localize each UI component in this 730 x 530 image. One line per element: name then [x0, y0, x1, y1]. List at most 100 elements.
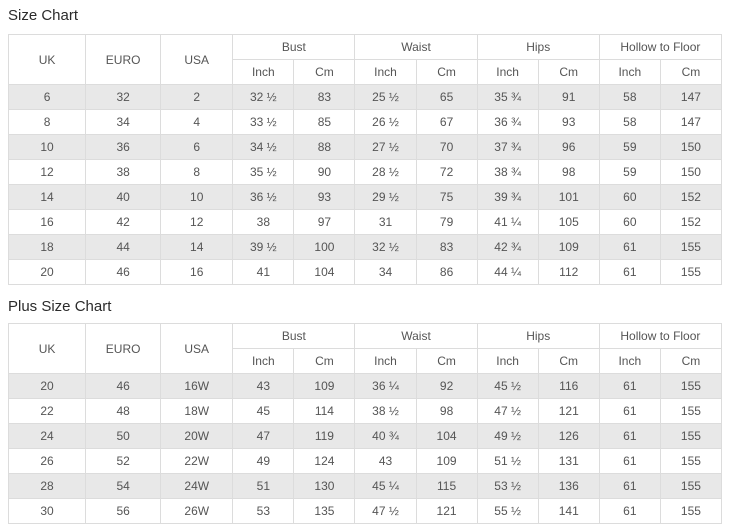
table-cell: 93	[537, 109, 600, 135]
table-cell: 10	[160, 184, 234, 210]
table-cell: 104	[415, 423, 478, 449]
table-cell: 34	[354, 259, 417, 285]
size-chart-table: UK EURO USA Bust Waist Hips Hollow to Fl…	[7, 34, 723, 285]
table-cell: 36 ½	[232, 184, 295, 210]
table-cell: 109	[415, 448, 478, 474]
subheader-hips-cm: Cm	[537, 348, 600, 374]
table-cell: 83	[293, 84, 356, 110]
table-cell: 42 ¾	[476, 234, 539, 260]
table-cell: 116	[537, 373, 600, 399]
table-cell: 6	[7, 84, 87, 110]
table-cell: 22W	[160, 448, 234, 474]
table-cell: 41 ¼	[476, 209, 539, 235]
table-cell: 60	[598, 184, 661, 210]
table-row: 8 34 4 33 ½ 85 26 ½ 67 36 ¾ 93 58 147	[7, 109, 723, 135]
table-cell: 155	[659, 498, 723, 524]
plus-size-chart-title: Plus Size Chart	[8, 298, 112, 315]
table-cell: 61	[598, 373, 661, 399]
table-cell: 18W	[160, 398, 234, 424]
table-cell: 36	[85, 134, 162, 160]
table-cell: 10	[7, 134, 87, 160]
column-header-hips: Hips	[476, 34, 600, 60]
table-cell: 136	[537, 473, 600, 499]
column-header-waist: Waist	[354, 323, 478, 349]
table-cell: 135	[293, 498, 356, 524]
table-cell: 45 ½	[476, 373, 539, 399]
table-cell: 25 ½	[354, 84, 417, 110]
table-cell: 126	[537, 423, 600, 449]
size-chart-title: Size Chart	[8, 7, 79, 24]
table-cell: 32 ½	[354, 234, 417, 260]
column-header-usa: USA	[160, 323, 234, 374]
table-cell: 52	[85, 448, 162, 474]
table-cell: 152	[659, 209, 723, 235]
table-cell: 121	[415, 498, 478, 524]
table-cell: 155	[659, 373, 723, 399]
table-cell: 47 ½	[476, 398, 539, 424]
table-cell: 147	[659, 84, 723, 110]
subheader-bust-cm: Cm	[293, 348, 356, 374]
table-cell: 46	[85, 259, 162, 285]
table-cell: 38 ½	[354, 398, 417, 424]
table-cell: 49	[232, 448, 295, 474]
table-cell: 14	[160, 234, 234, 260]
plus-size-chart-body: 20 46 16W 43 109 36 ¼ 92 45 ½ 116 61 155 22 48 18W 45 1…	[7, 373, 723, 524]
table-cell: 67	[415, 109, 478, 135]
table-cell: 155	[659, 398, 723, 424]
table-cell: 43	[354, 448, 417, 474]
table-cell: 85	[293, 109, 356, 135]
table-cell: 37 ¾	[476, 134, 539, 160]
table-cell: 58	[598, 84, 661, 110]
subheader-hollow-cm: Cm	[659, 59, 723, 85]
table-cell: 33 ½	[232, 109, 295, 135]
subheader-hollow-inch: Inch	[598, 348, 661, 374]
table-cell: 35 ½	[232, 159, 295, 185]
subheader-bust-inch: Inch	[232, 59, 295, 85]
table-cell: 112	[537, 259, 600, 285]
table-cell: 130	[293, 473, 356, 499]
table-cell: 65	[415, 84, 478, 110]
plus-size-chart-header: UK EURO USA Bust Waist Hips Hollow to Fl…	[7, 323, 723, 374]
table-cell: 56	[85, 498, 162, 524]
table-cell: 2	[160, 84, 234, 110]
column-header-euro: EURO	[85, 34, 162, 85]
table-cell: 16	[160, 259, 234, 285]
table-cell: 38	[232, 209, 295, 235]
table-cell: 60	[598, 209, 661, 235]
table-cell: 8	[7, 109, 87, 135]
subheader-waist-inch: Inch	[354, 348, 417, 374]
table-cell: 44 ¼	[476, 259, 539, 285]
table-cell: 38 ¾	[476, 159, 539, 185]
table-cell: 24W	[160, 473, 234, 499]
table-cell: 61	[598, 234, 661, 260]
table-cell: 46	[85, 373, 162, 399]
subheader-bust-cm: Cm	[293, 59, 356, 85]
table-cell: 119	[293, 423, 356, 449]
table-row: 6 32 2 32 ½ 83 25 ½ 65 35 ¾ 91 58 147	[7, 84, 723, 110]
table-row: 12 38 8 35 ½ 90 28 ½ 72 38 ¾ 98 59 150	[7, 159, 723, 185]
table-cell: 75	[415, 184, 478, 210]
table-cell: 53 ½	[476, 473, 539, 499]
plus-size-chart-table: UK EURO USA Bust Waist Hips Hollow to Fl…	[7, 323, 723, 524]
column-header-hollow-to-floor: Hollow to Floor	[598, 34, 723, 60]
table-cell: 31	[354, 209, 417, 235]
subheader-hips-inch: Inch	[476, 59, 539, 85]
table-cell: 124	[293, 448, 356, 474]
table-cell: 36 ¾	[476, 109, 539, 135]
table-cell: 141	[537, 498, 600, 524]
table-cell: 20	[7, 259, 87, 285]
table-row: 14 40 10 36 ½ 93 29 ½ 75 39 ¾ 101 60 152	[7, 184, 723, 210]
table-cell: 50	[85, 423, 162, 449]
table-cell: 47 ½	[354, 498, 417, 524]
table-cell: 93	[293, 184, 356, 210]
table-cell: 32 ½	[232, 84, 295, 110]
table-cell: 79	[415, 209, 478, 235]
table-row: 30 56 26W 53 135 47 ½ 121 55 ½ 141 61 155	[7, 498, 723, 524]
table-cell: 150	[659, 159, 723, 185]
column-header-uk: UK	[7, 34, 87, 85]
table-cell: 155	[659, 259, 723, 285]
subheader-hollow-inch: Inch	[598, 59, 661, 85]
column-header-usa: USA	[160, 34, 234, 85]
table-cell: 86	[415, 259, 478, 285]
table-row: 24 50 20W 47 119 40 ¾ 104 49 ½ 126 61 155	[7, 423, 723, 449]
